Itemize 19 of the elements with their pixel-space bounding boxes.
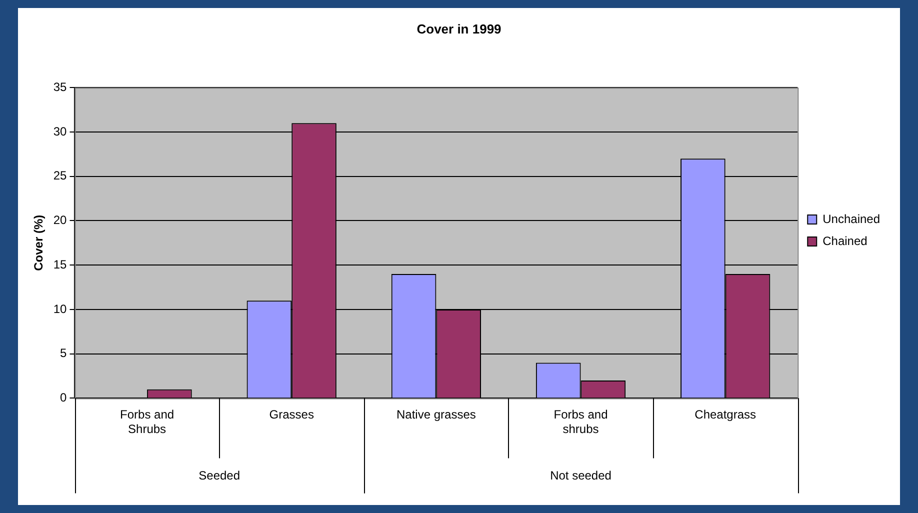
x-tick-label: Grasses <box>269 408 314 422</box>
x-tick-label: Native grasses <box>396 408 476 422</box>
y-tick-label: 5 <box>60 346 68 360</box>
y-tick-label: 15 <box>53 257 68 272</box>
text: Seeded <box>198 468 240 483</box>
chart-title: Cover in 1999 <box>416 21 502 36</box>
x-tick-label: Forbs and Shrubs <box>120 408 174 436</box>
y-tick-label: 10 <box>53 302 68 316</box>
legend-label: Chained <box>822 234 868 248</box>
y-tick-label: 0 <box>60 390 68 405</box>
y-tick-label: 20 <box>53 213 68 228</box>
text: Not seeded <box>550 468 612 483</box>
x-tick-label: Cheatgrass <box>694 408 756 422</box>
y-tick-label: 25 <box>53 168 68 183</box>
y-tick-label: 35 <box>53 80 68 94</box>
legend-label: Unchained <box>822 212 880 226</box>
x-tick-label: Forbs and shrubs <box>554 408 608 436</box>
y-axis-title: Cover (%) <box>32 214 46 271</box>
y-tick-label: 30 <box>53 124 68 138</box>
